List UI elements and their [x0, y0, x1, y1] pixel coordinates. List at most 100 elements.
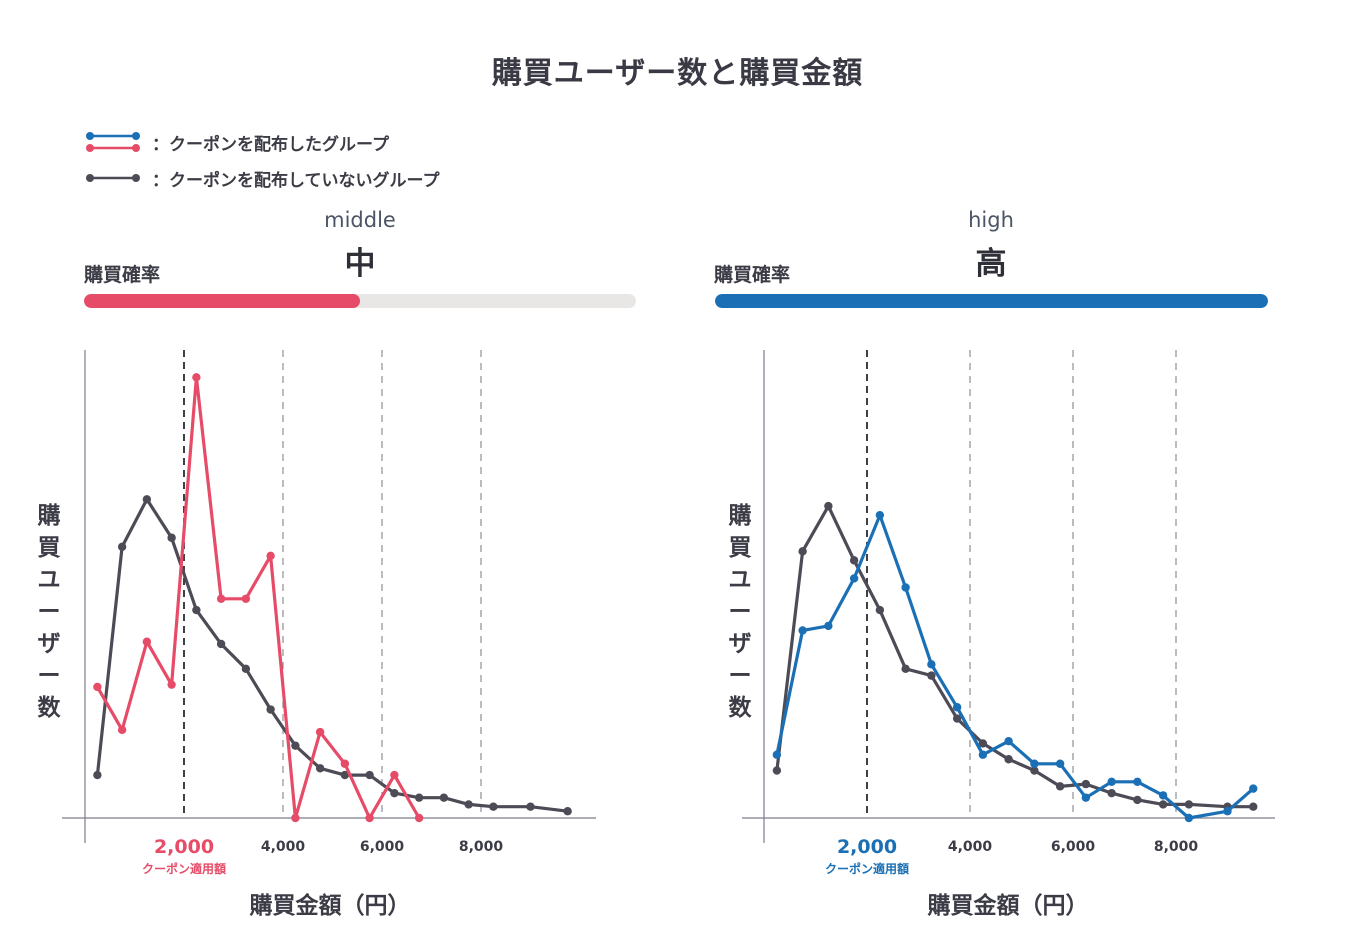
right-series-1-point [901, 583, 910, 592]
right-series-0-point [849, 556, 859, 565]
right-series-0-point [1004, 755, 1013, 764]
legend-marker-coupon [86, 132, 140, 152]
legend: ：クーポンを配布したグループ ：クーポンを配布していないグループ [84, 124, 439, 196]
right-series-1-point [927, 660, 936, 669]
right-tick-label-3: 8,000 [1154, 839, 1199, 855]
left-series-0-point [365, 770, 374, 780]
panel-left-level: 中 [344, 246, 376, 282]
panel-right-prob-label: 購買確率 [714, 264, 791, 286]
right-series-0-point [824, 501, 833, 511]
left-series-0-point [241, 664, 251, 674]
panel-left-ylabel: 購買ユーザー数 [37, 503, 61, 721]
right-series-1-point [772, 750, 782, 759]
left-series-1-point [266, 551, 275, 561]
right-series-0-point [1184, 800, 1194, 809]
right-series-1-point [875, 510, 885, 520]
left-series-1-point [117, 725, 127, 735]
right-series-0-point [1158, 800, 1168, 809]
legend-row-coupon: ：クーポンを配布したグループ [84, 124, 439, 160]
right-series-1-point [1223, 807, 1232, 816]
right-coupon-label: クーポン適用額 [825, 861, 909, 876]
left-series-1-point [192, 373, 201, 382]
right-series-1-point [824, 621, 833, 631]
left-series-0-point [526, 802, 535, 811]
right-series-0-point [901, 664, 910, 674]
right-series-1-point [1107, 777, 1116, 787]
right-series-0-point [1107, 788, 1116, 798]
left-series-0-point [117, 542, 127, 551]
panel-left-xlabel: 購買金額（円） [249, 893, 411, 919]
panel-right-level: 高 [975, 246, 1007, 282]
panel-left-sub-label: middle [324, 208, 396, 232]
right-series-0-point [952, 714, 962, 723]
left-series-0-point [192, 605, 201, 615]
left-series-1-point [241, 594, 251, 603]
left-series-0-line [95, 497, 570, 813]
panel-right-xlabel: 購買金額（円） [927, 893, 1089, 919]
right-series-0-point [978, 739, 988, 748]
left-series-0-point [390, 788, 399, 798]
right-series-0-point [1249, 802, 1258, 811]
right-series-0-point [1081, 779, 1091, 789]
left-coupon-label: クーポン適用額 [142, 861, 226, 876]
legend-marker-no-coupon [86, 174, 140, 182]
right-series-0-point [875, 605, 885, 615]
left-series-0-point [563, 807, 572, 816]
left-series-0-point [315, 764, 325, 773]
panel-left-prob-label: 購買確率 [84, 264, 161, 286]
right-series-1-point [849, 574, 859, 583]
left-series-0-point [167, 533, 176, 542]
left-series-0-point [142, 495, 152, 504]
legend-label-no-coupon: ：クーポンを配布していないグループ [152, 170, 440, 191]
legend-row-no-coupon: ：クーポンを配布していないグループ [84, 160, 439, 196]
left-series-1-point [414, 813, 424, 823]
left-series-0-point [414, 793, 424, 802]
left-series-1-point [93, 682, 102, 692]
right-series-1-point [1004, 736, 1013, 746]
right-series-0-point [772, 766, 782, 775]
panel-left-prob-fill [84, 294, 360, 308]
left-tick-label-2: 6,000 [360, 839, 405, 855]
chart-title: 購買ユーザー数と購買金額 [491, 56, 864, 91]
left-tick-label-3: 8,000 [459, 839, 504, 855]
left-series-1-point [365, 813, 374, 823]
left-series-1-line [95, 375, 421, 820]
panel-right-ylabel: 購買ユーザー数 [728, 503, 752, 721]
right-series-1-point [952, 703, 962, 712]
legend-label-coupon: ：クーポンを配布したグループ [152, 134, 389, 155]
right-series-1-point [1158, 791, 1168, 800]
right-series-1-point [978, 750, 988, 759]
right-series-1-point [1133, 777, 1142, 787]
right-series-1-point [1055, 759, 1065, 768]
panel-right-prob-fill [715, 294, 1268, 308]
left-series-1-point [390, 770, 399, 780]
left-series-1-point [291, 813, 300, 823]
left-series-0-point [216, 639, 226, 649]
left-series-0-point [489, 802, 498, 811]
right-series-1-point [1249, 784, 1258, 793]
right-series-0-point [798, 547, 807, 556]
left-tick-label-1: 4,000 [261, 839, 306, 855]
right-series-0-point [927, 671, 936, 680]
right-series-0-point [1055, 782, 1065, 791]
left-series-0-point [439, 793, 449, 802]
right-series-0-point [1030, 766, 1039, 775]
left-series-1-point [167, 680, 176, 689]
left-series-0-point [464, 800, 473, 809]
panel-right-sub-label: high [968, 208, 1014, 232]
right-series-1-point [798, 626, 807, 635]
right-series-1-point [1081, 793, 1091, 802]
left-series-0-point [266, 705, 275, 714]
left-series-0-point [291, 741, 300, 750]
left-tick-label-0: 2,000 [154, 836, 214, 858]
right-series-1-point [1030, 759, 1039, 768]
right-series-0-line [775, 504, 1255, 809]
left-series-0-point [340, 770, 350, 780]
right-tick-label-1: 4,000 [948, 839, 993, 855]
left-series-0-point [93, 770, 102, 780]
left-series-1-point [340, 759, 350, 768]
right-series-0-point [1133, 795, 1142, 805]
left-series-1-point [142, 637, 152, 646]
right-tick-label-2: 6,000 [1051, 839, 1096, 855]
